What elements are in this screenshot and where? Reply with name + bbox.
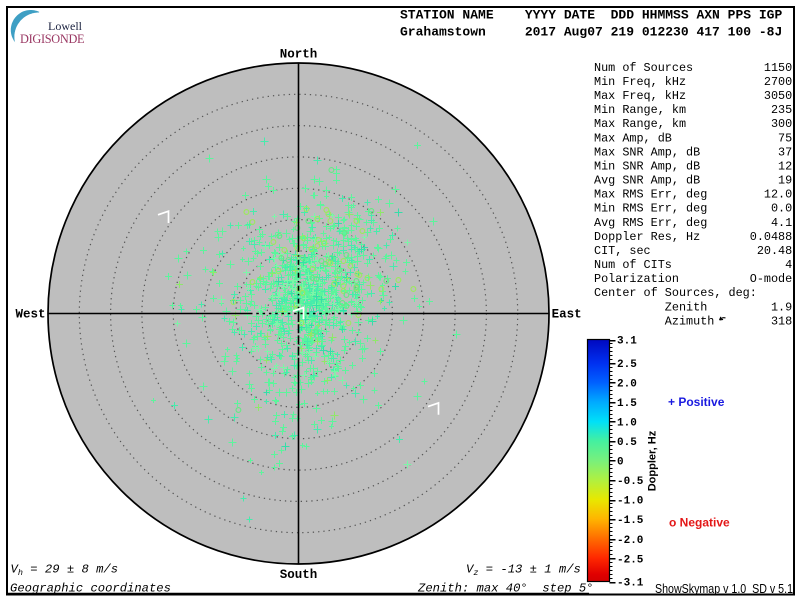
svg-text:North: North: [280, 48, 318, 62]
svg-text:Azimuth 318: Azimuth 318: [594, 314, 792, 328]
svg-text:o Negative: o Negative: [669, 515, 730, 529]
svg-text:DIGISONDE: DIGISONDE: [20, 32, 84, 46]
svg-text:1.0: 1.0: [617, 418, 637, 430]
svg-text:Geographic coordinates: Geographic coordinates: [10, 581, 171, 595]
svg-text:-1.5: -1.5: [617, 515, 644, 527]
svg-text:Doppler, Hz: Doppler, Hz: [647, 430, 659, 491]
svg-text:Max Freq, kHz 3050: Max Freq, kHz 3050: [594, 89, 792, 103]
svg-text:Max SNR Amp, dB 37: Max SNR Amp, dB 37: [594, 145, 792, 159]
svg-text:-2.0: -2.0: [617, 535, 643, 547]
svg-text:0.5: 0.5: [617, 437, 637, 449]
svg-text:Zenith: max 40° step 5°: Zenith: max 40° step 5°: [417, 581, 594, 595]
svg-text:Polarization O-mode: Polarization O-mode: [594, 272, 792, 286]
svg-text:Grahamstown 2017 Aug07 219: Grahamstown 2017 Aug07 219 012230 417 10…: [400, 25, 782, 40]
svg-text:South: South: [280, 568, 318, 582]
svg-text:Num of CITs 4: Num of CITs 4: [594, 258, 792, 272]
svg-text:Num of Sources 1150: Num of Sources 1150: [594, 61, 792, 75]
svg-text:-0.5: -0.5: [617, 476, 644, 488]
svg-text:-2.5: -2.5: [617, 554, 644, 566]
svg-text:CIT, sec 20.48: CIT, sec 20.48: [594, 244, 792, 258]
svg-text:Vz = -13 ± 1 m/s: Vz = -13 ± 1 m/s: [466, 563, 581, 579]
svg-text:Min Range, km 235: Min Range, km 235: [594, 103, 792, 117]
svg-text:East: East: [552, 308, 582, 322]
svg-text:1.5: 1.5: [617, 398, 637, 410]
svg-text:Lowell: Lowell: [48, 19, 83, 33]
svg-text:West: West: [15, 308, 45, 322]
svg-text:-1.0: -1.0: [617, 496, 643, 508]
svg-text:Center of Sources, deg:: Center of Sources, deg:: [594, 286, 757, 300]
svg-text:0: 0: [617, 457, 624, 469]
svg-text:Doppler Res, Hz 0.0488: Doppler Res, Hz 0.0488: [594, 230, 792, 244]
svg-text:Avg RMS Err, deg 4.1: Avg RMS Err, deg 4.1: [594, 216, 792, 230]
svg-text:Max RMS Err, deg 12.0: Max RMS Err, deg 12.0: [594, 188, 792, 202]
svg-text:Min SNR Amp, dB 12: Min SNR Amp, dB 12: [594, 160, 792, 174]
svg-text:Vh = 29 ± 8 m/s: Vh = 29 ± 8 m/s: [11, 563, 119, 579]
svg-text:Max Range, km 300: Max Range, km 300: [594, 117, 792, 131]
svg-text:Avg SNR Amp, dB 19: Avg SNR Amp, dB 19: [594, 174, 792, 188]
svg-text:3.1: 3.1: [617, 336, 637, 348]
svg-text:2.5: 2.5: [617, 359, 637, 371]
svg-text:Max Amp, dB 75: Max Amp, dB 75: [594, 131, 792, 145]
svg-text:+ Positive: + Positive: [668, 395, 725, 409]
svg-text:Min Freq, kHz 2700: Min Freq, kHz 2700: [594, 75, 792, 89]
svg-text:Min RMS Err, deg 0.0: Min RMS Err, deg 0.0: [594, 202, 792, 216]
svg-text:STATION NAME YYYY DATE DDD: STATION NAME YYYY DATE DDD HHMMSS AXN PP…: [400, 8, 782, 23]
svg-text:Zenith 1.9: Zenith 1.9: [594, 300, 792, 314]
svg-text:2.0: 2.0: [617, 379, 637, 391]
svg-text:ShowSkymap v 1.0 SD v 5.1: ShowSkymap v 1.0 SD v 5.1: [655, 582, 793, 596]
svg-text:-3.1: -3.1: [617, 578, 644, 590]
